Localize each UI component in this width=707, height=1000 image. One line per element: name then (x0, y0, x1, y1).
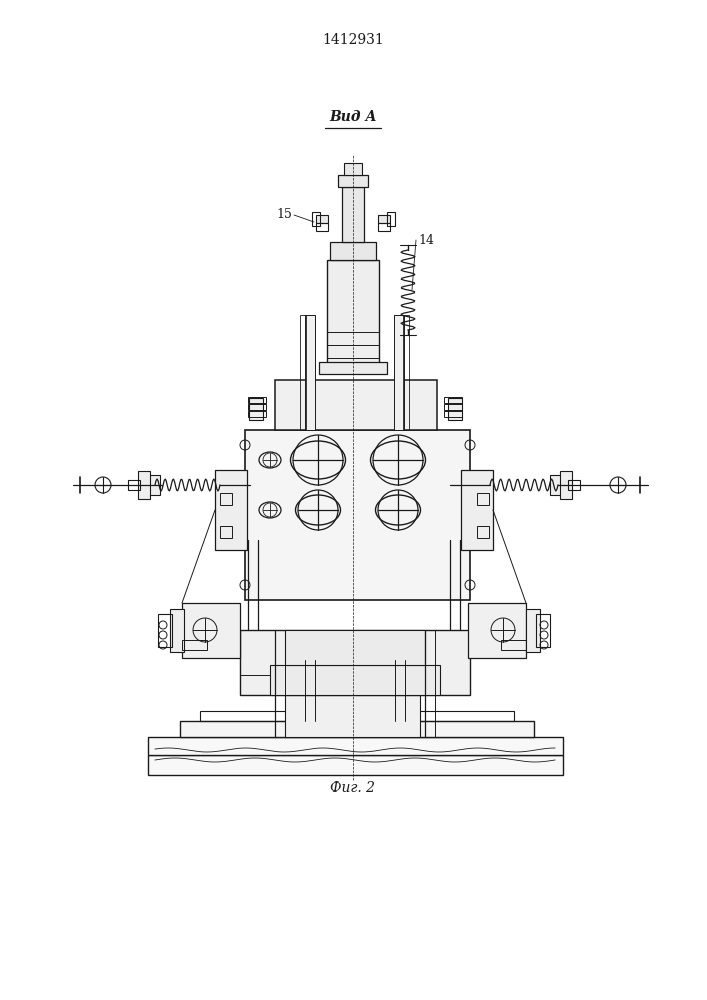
Bar (200, 711, 514, 721)
Bar (330, 242, 376, 260)
Bar (240, 630, 470, 695)
Bar (568, 480, 580, 490)
Bar (220, 526, 232, 538)
Bar (342, 187, 364, 242)
Bar (158, 614, 172, 647)
Bar (182, 603, 240, 658)
Bar (248, 404, 266, 410)
Bar (560, 471, 572, 499)
Text: 14: 14 (418, 233, 434, 246)
Bar (444, 411, 462, 417)
Bar (444, 397, 462, 403)
Bar (170, 609, 184, 652)
Bar (215, 470, 247, 550)
Bar (285, 630, 425, 665)
Text: Вид А: Вид А (329, 110, 377, 124)
Text: 1412931: 1412931 (322, 33, 384, 47)
Bar (270, 665, 440, 695)
Bar (138, 471, 150, 499)
Bar (180, 721, 534, 737)
Bar (128, 480, 140, 490)
Bar (338, 175, 368, 187)
Bar (148, 475, 160, 495)
Bar (378, 215, 390, 223)
Bar (148, 755, 563, 775)
Bar (220, 493, 232, 505)
Bar (461, 470, 493, 550)
Bar (275, 380, 437, 430)
Bar (316, 223, 328, 231)
Bar (249, 398, 263, 420)
Bar (394, 315, 404, 430)
Bar (305, 315, 315, 430)
Bar (536, 614, 550, 647)
Bar (327, 260, 379, 370)
Bar (316, 215, 328, 223)
Bar (448, 398, 462, 420)
Bar (550, 475, 562, 495)
Bar (344, 163, 362, 175)
Bar (319, 362, 387, 374)
Bar (148, 737, 563, 755)
Bar (526, 609, 540, 652)
Bar (477, 493, 489, 505)
Bar (477, 526, 489, 538)
Bar (248, 397, 266, 403)
Bar (312, 212, 320, 226)
Text: 15: 15 (276, 209, 292, 222)
Bar (444, 404, 462, 410)
Text: Фиг. 2: Фиг. 2 (330, 781, 375, 795)
Bar (501, 640, 526, 650)
Bar (285, 677, 420, 737)
Bar (182, 640, 207, 650)
Bar (300, 315, 306, 430)
Bar (387, 212, 395, 226)
Bar (468, 603, 526, 658)
Bar (245, 430, 470, 600)
Bar (248, 411, 266, 417)
Bar (378, 223, 390, 231)
Bar (403, 315, 409, 430)
